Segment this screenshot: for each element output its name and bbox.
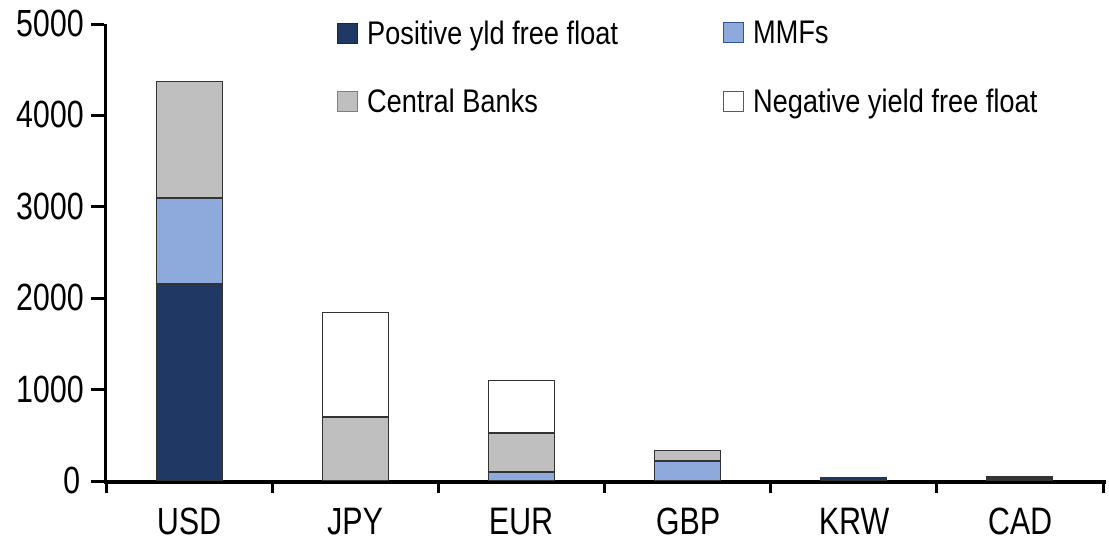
- x-axis-category-label: GBP: [655, 501, 720, 543]
- legend-swatch-mmfs: [723, 21, 744, 43]
- x-axis-line: [103, 479, 1106, 484]
- legend-item-negative-yield-free-float: Negative yield free float: [723, 84, 1087, 118]
- bar-segment-jpy-central-banks: [321, 417, 389, 481]
- x-axis-tick: [769, 483, 773, 493]
- bar-segment-eur-mmfs: [487, 471, 555, 481]
- x-axis-tick: [603, 483, 606, 493]
- bar-segment-eur-negative-yield-free-float: [487, 379, 555, 433]
- x-axis-tick: [1101, 483, 1105, 493]
- y-axis-tick: [91, 479, 104, 483]
- x-axis-tick: [270, 483, 274, 493]
- y-axis-tick: [91, 113, 104, 117]
- legend-item-positive-yld-free-float: Positive yld free float: [337, 16, 662, 50]
- bar-segment-usd-central-banks: [155, 80, 223, 198]
- bar-segment-cad-positive-yld-free-float: [986, 478, 1054, 481]
- y-axis-tick-label: 4000: [16, 94, 84, 137]
- legend-item-mmfs: MMFs: [723, 15, 842, 49]
- legend-swatch-negative-yield-free-float: [723, 90, 744, 112]
- y-axis-tick-label: 3000: [16, 185, 84, 228]
- bar-segment-cad-negative-yield-free-float: [986, 475, 1054, 479]
- y-axis-tick-label: 5000: [16, 3, 84, 45]
- y-axis-tick: [91, 388, 104, 392]
- legend-swatch-central-banks: [337, 90, 358, 112]
- x-axis-category-label: JPY: [327, 501, 384, 543]
- x-axis-tick: [104, 483, 108, 493]
- x-axis-category-label: KRW: [818, 501, 889, 543]
- x-axis-category-label: EUR: [489, 501, 554, 543]
- y-axis-tick-label: 0: [63, 460, 80, 502]
- bar-segment-eur-central-banks: [487, 432, 555, 472]
- x-axis-tick: [935, 483, 939, 493]
- legend-item-central-banks: Central Banks: [337, 84, 568, 118]
- bar-segment-usd-mmfs: [155, 197, 223, 285]
- y-axis-tick-label: 2000: [16, 277, 84, 320]
- bar-segment-gbp-central-banks: [654, 450, 722, 461]
- y-axis-tick: [91, 296, 104, 300]
- legend-label-negative-yield-free-float: Negative yield free float: [753, 83, 1038, 119]
- x-axis-category-label: USD: [156, 501, 222, 543]
- y-axis-tick-label: 1000: [16, 368, 84, 411]
- x-axis-category-label: CAD: [987, 501, 1052, 543]
- y-axis-tick: [91, 205, 104, 209]
- legend-label-mmfs: MMFs: [753, 14, 829, 50]
- y-axis-line: [103, 24, 107, 484]
- bar-segment-jpy-negative-yield-free-float: [321, 311, 389, 418]
- legend-swatch-positive-yld-free-float: [337, 22, 358, 44]
- legend-label-central-banks: Central Banks: [367, 83, 538, 119]
- x-axis-tick: [436, 483, 440, 493]
- legend-label-positive-yld-free-float: Positive yld free float: [367, 15, 618, 51]
- y-axis-tick: [91, 22, 104, 26]
- bar-segment-krw-positive-yld-free-float: [820, 476, 888, 481]
- bar-segment-gbp-mmfs: [654, 460, 722, 481]
- bar-segment-usd-positive-yld-free-float: [155, 284, 223, 481]
